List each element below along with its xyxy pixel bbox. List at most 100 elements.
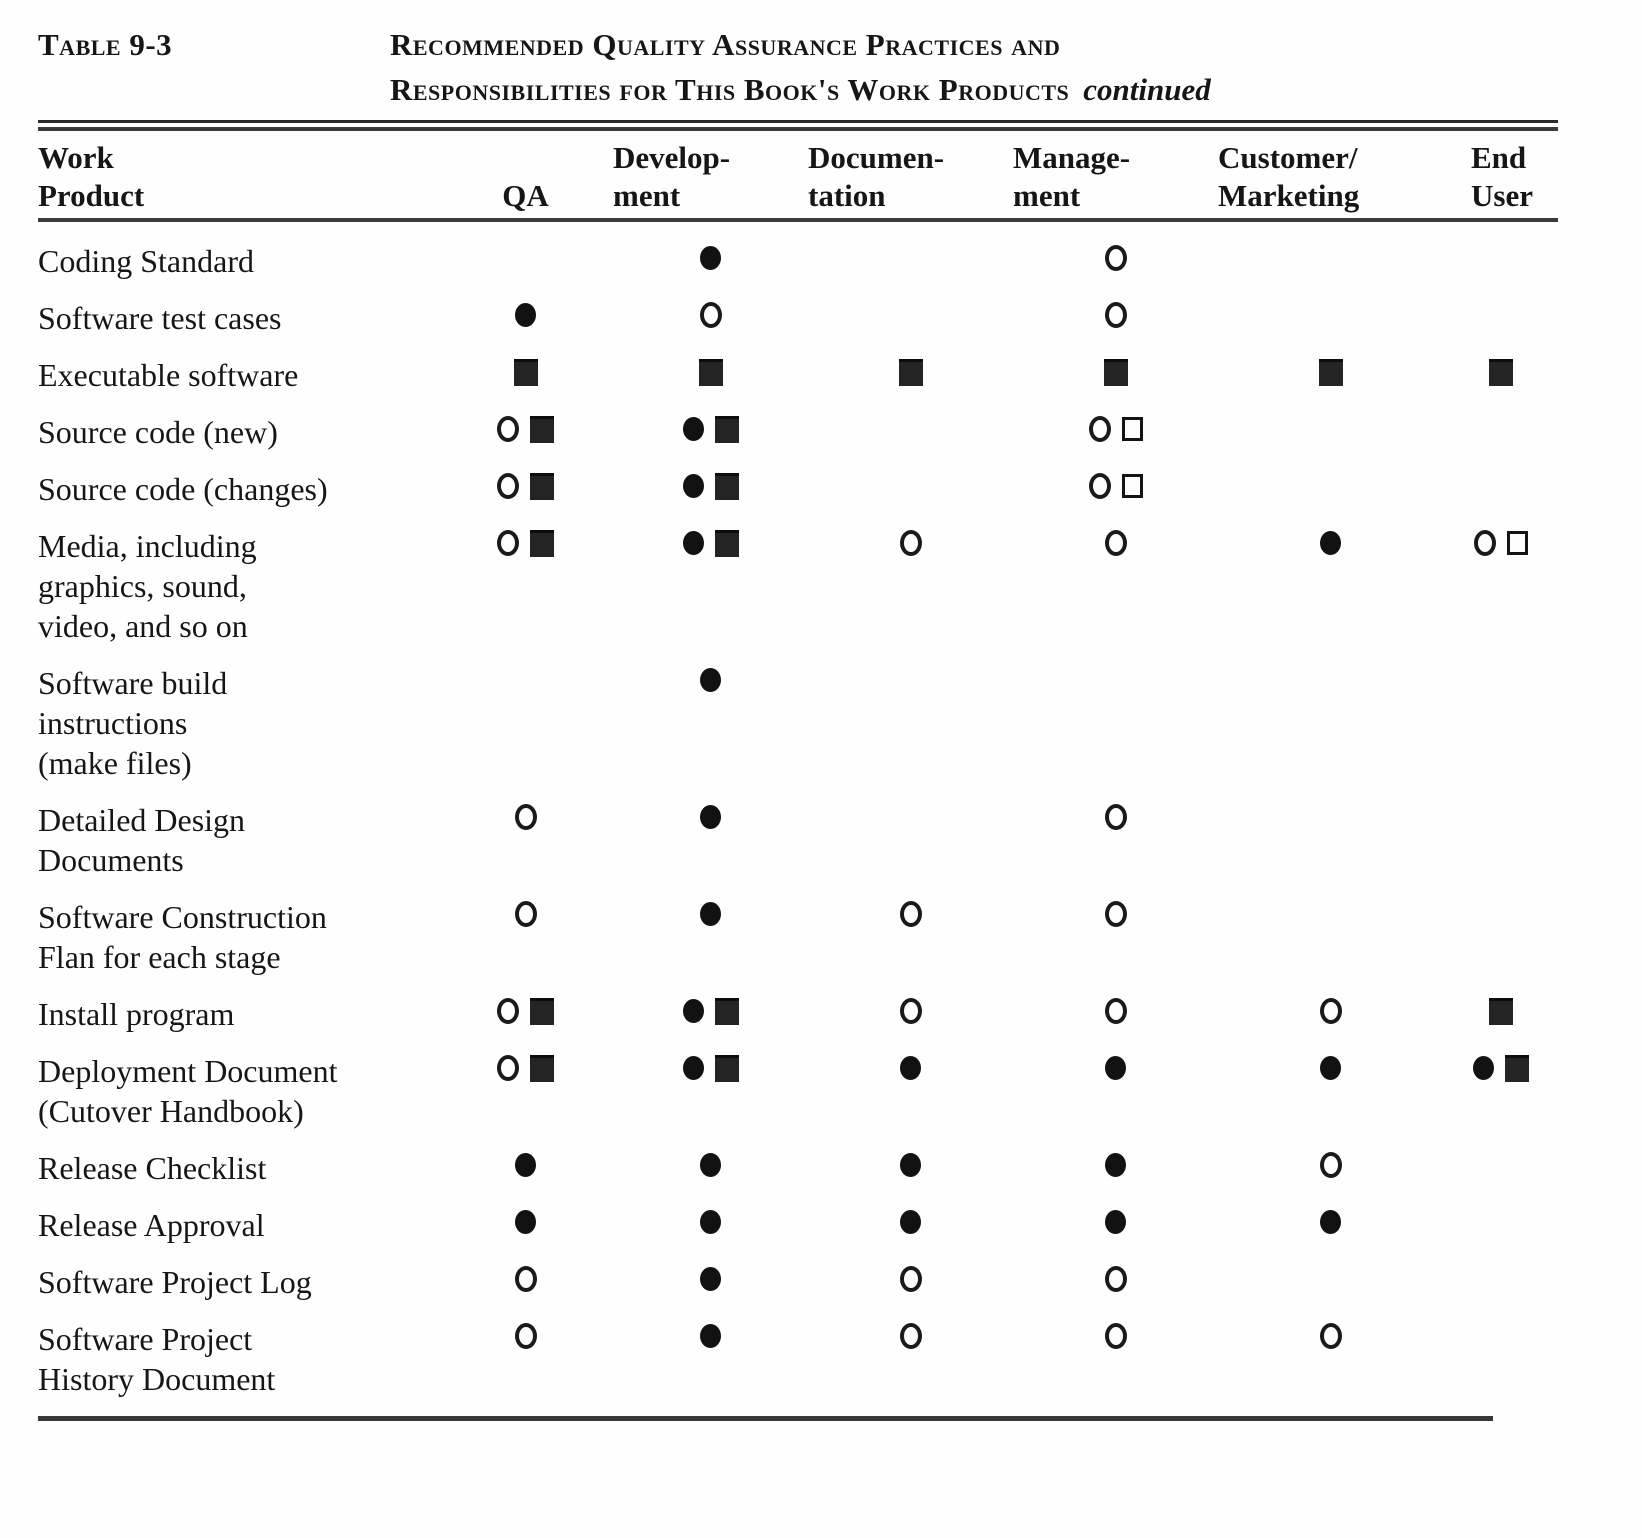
end-user-cell bbox=[1443, 800, 1558, 880]
open-circle-icon bbox=[514, 804, 537, 831]
end-user-cell bbox=[1443, 355, 1558, 395]
work-product-cell: Coding Standard bbox=[38, 243, 254, 279]
filled-circle-icon bbox=[1472, 1056, 1494, 1081]
qa-cell bbox=[438, 412, 613, 452]
filled-circle-icon bbox=[700, 1324, 721, 1349]
filled-circle-icon bbox=[700, 246, 721, 271]
development-cell bbox=[613, 469, 808, 509]
qa-cell bbox=[438, 994, 613, 1034]
filled-square-icon bbox=[530, 415, 554, 443]
documentation-cell bbox=[808, 412, 1013, 452]
work-product-cell: Release Checklist bbox=[38, 1150, 267, 1186]
table-row: Software build instructions (make files) bbox=[38, 663, 1558, 783]
table-body: Coding Standard Software test cases Execut… bbox=[38, 241, 1642, 1399]
documentation-cell bbox=[808, 1051, 1013, 1131]
bottom-rule bbox=[38, 1416, 1493, 1421]
open-circle-icon bbox=[514, 1323, 537, 1350]
documentation-cell bbox=[808, 1148, 1013, 1188]
filled-circle-icon bbox=[700, 1153, 721, 1178]
development-cell bbox=[613, 412, 808, 452]
qa-cell bbox=[438, 298, 613, 338]
work-product-cell: Software build instructions (make files) bbox=[38, 665, 228, 781]
table-row: Software Construction Flan for each stage bbox=[38, 897, 1558, 977]
table-row: Release Approval bbox=[38, 1205, 1558, 1245]
table-title-line2: Responsibilities for This Book's Work Pr… bbox=[390, 67, 1211, 112]
table-row: Source code (changes) bbox=[38, 469, 1558, 509]
header-rule bbox=[38, 218, 1558, 222]
development-cell bbox=[613, 298, 808, 338]
column-header-customer_marketing: Customer/Marketing bbox=[1218, 140, 1360, 213]
open-circle-icon bbox=[899, 530, 922, 557]
development-cell bbox=[613, 1205, 808, 1245]
qa-cell bbox=[438, 1262, 613, 1302]
table-caption: Table 9-3 Recommended Quality Assurance … bbox=[38, 22, 1642, 112]
filled-circle-icon bbox=[900, 1210, 921, 1235]
filled-square-icon bbox=[530, 997, 554, 1025]
end-user-cell bbox=[1443, 994, 1558, 1034]
work-product-cell: Source code (new) bbox=[38, 414, 278, 450]
work-product-cell: Software Project History Document bbox=[38, 1321, 276, 1397]
qa-cell bbox=[438, 526, 613, 646]
management-cell bbox=[1013, 800, 1218, 880]
filled-circle-icon bbox=[1105, 1056, 1126, 1081]
filled-circle-icon bbox=[515, 303, 536, 328]
open-circle-icon bbox=[1319, 998, 1342, 1025]
end-user-cell bbox=[1443, 1205, 1558, 1245]
table-title-line2-text: Responsibilities for This Book's Work Pr… bbox=[390, 72, 1070, 107]
filled-circle-icon bbox=[700, 1267, 721, 1292]
management-cell bbox=[1013, 663, 1218, 783]
documentation-cell bbox=[808, 800, 1013, 880]
qa-cell bbox=[438, 1319, 613, 1399]
filled-square-icon bbox=[714, 529, 739, 557]
table-row: Install program bbox=[38, 994, 1558, 1034]
open-circle-icon bbox=[1104, 302, 1127, 329]
end-user-cell bbox=[1443, 663, 1558, 783]
qa-cell bbox=[438, 241, 613, 281]
filled-square-icon bbox=[530, 472, 554, 500]
management-cell bbox=[1013, 526, 1218, 646]
end-user-cell bbox=[1443, 241, 1558, 281]
management-cell bbox=[1013, 1051, 1218, 1131]
filled-square-icon bbox=[714, 415, 739, 443]
management-cell bbox=[1013, 469, 1218, 509]
management-cell bbox=[1013, 1148, 1218, 1188]
column-header-qa: QA bbox=[502, 178, 549, 213]
open-circle-icon bbox=[1104, 245, 1127, 272]
filled-square-icon bbox=[898, 358, 923, 386]
table-title: Recommended Quality Assurance Practices … bbox=[390, 22, 1211, 112]
customer-marketing-cell bbox=[1218, 469, 1443, 509]
table-row: Deployment Document (Cutover Handbook) bbox=[38, 1051, 1558, 1131]
end-user-cell bbox=[1443, 1148, 1558, 1188]
title-continued-marker: continued bbox=[1083, 72, 1211, 107]
development-cell bbox=[613, 994, 808, 1034]
filled-circle-icon bbox=[1105, 1153, 1126, 1178]
open-circle-icon bbox=[497, 416, 519, 443]
end-user-cell bbox=[1443, 897, 1558, 977]
open-square-icon bbox=[1121, 474, 1143, 499]
open-circle-icon bbox=[899, 998, 922, 1025]
documentation-cell bbox=[808, 1205, 1013, 1245]
table-row: Executable software bbox=[38, 355, 1558, 395]
work-product-cell: Software test cases bbox=[38, 300, 282, 336]
open-circle-icon bbox=[899, 1266, 922, 1293]
filled-square-icon bbox=[513, 358, 538, 386]
open-circle-icon bbox=[1319, 1152, 1342, 1179]
management-cell bbox=[1013, 298, 1218, 338]
open-circle-icon bbox=[1473, 530, 1496, 557]
column-headers: Work Product QA Develop-ment Documen-tation M… bbox=[38, 139, 1558, 215]
documentation-cell bbox=[808, 355, 1013, 395]
work-product-cell: Release Approval bbox=[38, 1207, 265, 1243]
documentation-cell bbox=[808, 526, 1013, 646]
development-cell bbox=[613, 241, 808, 281]
open-circle-icon bbox=[514, 901, 537, 928]
management-cell bbox=[1013, 1205, 1218, 1245]
filled-square-icon bbox=[1318, 358, 1343, 386]
development-cell bbox=[613, 800, 808, 880]
documentation-cell bbox=[808, 469, 1013, 509]
open-circle-icon bbox=[899, 1323, 922, 1350]
management-cell bbox=[1013, 241, 1218, 281]
qa-cell bbox=[438, 1205, 613, 1245]
development-cell bbox=[613, 1319, 808, 1399]
table-row: Software test cases bbox=[38, 298, 1558, 338]
